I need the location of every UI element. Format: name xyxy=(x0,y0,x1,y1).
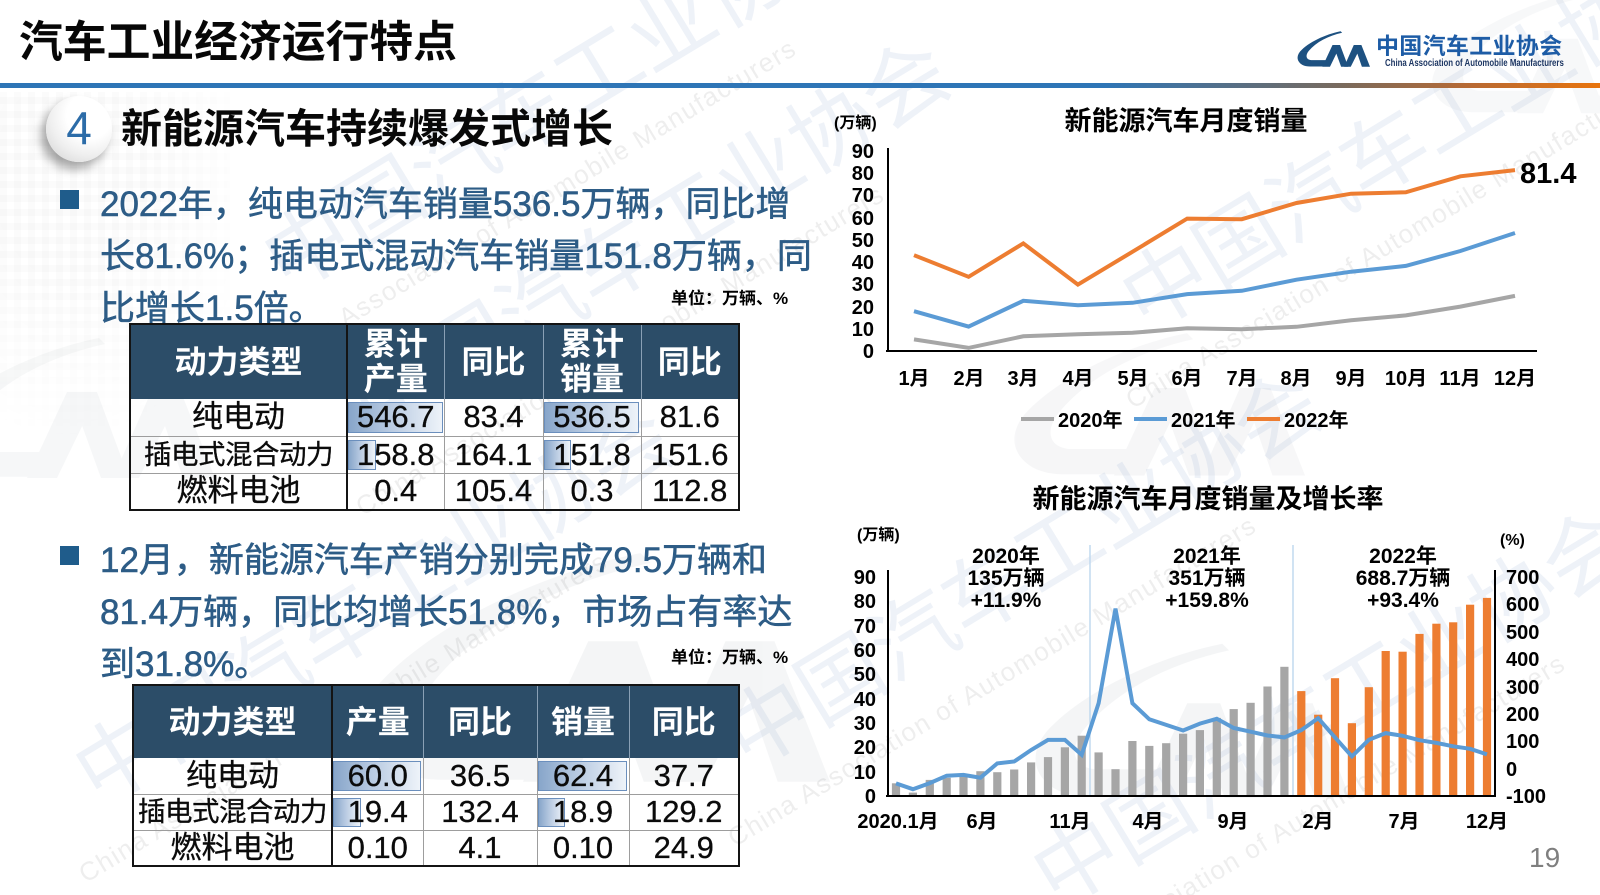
svg-text:10月: 10月 xyxy=(1385,368,1427,390)
svg-text:80: 80 xyxy=(852,163,874,185)
svg-text:40: 40 xyxy=(854,689,876,711)
svg-text:351万辆: 351万辆 xyxy=(1168,567,1245,590)
svg-text:(万辆): (万辆) xyxy=(857,526,900,544)
svg-text:30: 30 xyxy=(854,713,876,735)
svg-text:500: 500 xyxy=(1506,622,1539,644)
svg-text:700: 700 xyxy=(1506,567,1539,589)
svg-text:12月: 12月 xyxy=(1466,811,1508,833)
svg-text:200: 200 xyxy=(1506,704,1539,726)
svg-text:3月: 3月 xyxy=(1007,368,1038,390)
svg-text:80: 80 xyxy=(854,591,876,613)
svg-text:6月: 6月 xyxy=(1171,368,1202,390)
svg-text:0: 0 xyxy=(863,341,874,363)
svg-text:5月: 5月 xyxy=(1117,368,1148,390)
svg-text:+159.8%: +159.8% xyxy=(1165,589,1249,612)
svg-text:688.7万辆: 688.7万辆 xyxy=(1356,567,1451,590)
svg-text:0: 0 xyxy=(1506,759,1517,781)
svg-text:70: 70 xyxy=(852,185,874,207)
svg-text:(%): (%) xyxy=(1500,532,1525,549)
svg-text:50: 50 xyxy=(854,664,876,686)
svg-text:10: 10 xyxy=(852,319,874,341)
svg-text:新能源汽车月度销量及增长率: 新能源汽车月度销量及增长率 xyxy=(1033,484,1384,514)
svg-text:11月: 11月 xyxy=(1439,368,1480,390)
svg-text:100: 100 xyxy=(1506,731,1539,753)
svg-text:300: 300 xyxy=(1506,677,1539,699)
svg-text:400: 400 xyxy=(1506,649,1539,671)
svg-text:90: 90 xyxy=(852,141,874,163)
svg-text:2月: 2月 xyxy=(953,368,984,390)
svg-text:+11.9%: +11.9% xyxy=(971,589,1042,612)
svg-text:50: 50 xyxy=(852,230,874,252)
svg-text:0: 0 xyxy=(865,786,876,808)
svg-text:+93.4%: +93.4% xyxy=(1367,589,1439,612)
svg-text:2021年: 2021年 xyxy=(1173,545,1241,568)
svg-text:40: 40 xyxy=(852,252,874,274)
svg-text:1月: 1月 xyxy=(898,368,929,390)
svg-text:30: 30 xyxy=(852,274,874,296)
svg-text:20: 20 xyxy=(854,737,876,759)
svg-text:9月: 9月 xyxy=(1217,811,1248,833)
svg-text:81.4: 81.4 xyxy=(1520,158,1576,190)
svg-text:90: 90 xyxy=(854,567,876,589)
svg-text:2022年: 2022年 xyxy=(1284,409,1349,432)
svg-text:7月: 7月 xyxy=(1388,811,1419,833)
svg-text:2020年: 2020年 xyxy=(972,545,1040,568)
svg-text:新能源汽车月度销量: 新能源汽车月度销量 xyxy=(1065,106,1308,136)
svg-text:70: 70 xyxy=(854,616,876,638)
svg-text:2020年: 2020年 xyxy=(1058,409,1123,432)
svg-text:-100: -100 xyxy=(1506,786,1546,808)
svg-text:7月: 7月 xyxy=(1226,368,1257,390)
svg-text:2021年: 2021年 xyxy=(1171,409,1236,432)
svg-text:9月: 9月 xyxy=(1335,368,1366,390)
svg-text:8月: 8月 xyxy=(1280,368,1311,390)
svg-text:2022年: 2022年 xyxy=(1369,545,1437,568)
svg-text:2020.1月: 2020.1月 xyxy=(857,811,938,833)
svg-text:60: 60 xyxy=(854,640,876,662)
svg-text:2月: 2月 xyxy=(1302,811,1333,833)
svg-text:20: 20 xyxy=(852,297,874,319)
svg-text:11月: 11月 xyxy=(1049,811,1090,833)
svg-text:6月: 6月 xyxy=(966,811,997,833)
svg-text:4月: 4月 xyxy=(1132,811,1163,833)
svg-text:600: 600 xyxy=(1506,594,1539,616)
svg-text:4月: 4月 xyxy=(1062,368,1093,390)
svg-text:10: 10 xyxy=(854,762,876,784)
svg-text:(万辆): (万辆) xyxy=(834,114,877,132)
svg-text:60: 60 xyxy=(852,208,874,230)
svg-text:12月: 12月 xyxy=(1494,368,1536,390)
svg-text:135万辆: 135万辆 xyxy=(967,567,1044,590)
